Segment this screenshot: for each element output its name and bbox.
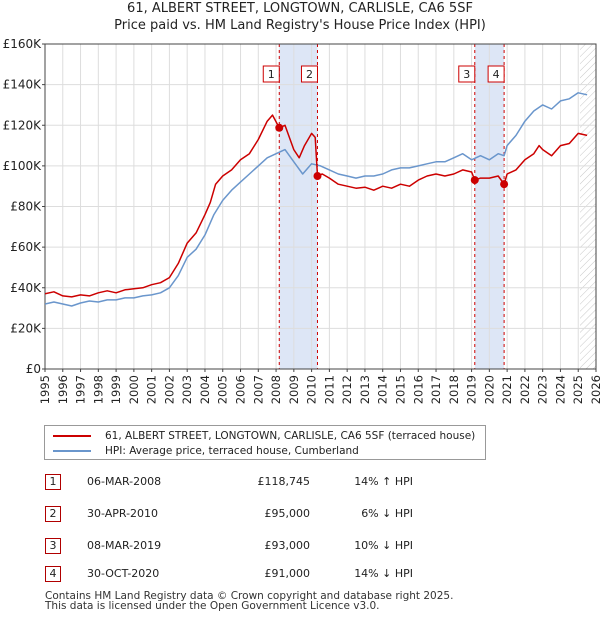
chart-title: 61, ALBERT STREET, LONGTOWN, CARLISLE, C… (0, 0, 600, 34)
sale-point (313, 172, 322, 181)
x-tick-label: 2005 (216, 375, 230, 404)
y-tick-label: £160K (3, 37, 43, 51)
sale-label: 1 (268, 68, 275, 81)
legend-property-swatch (53, 435, 91, 437)
x-tick-label: 2015 (393, 375, 407, 404)
x-tick-label: 1996 (56, 375, 70, 404)
x-tick-label: 2022 (518, 375, 532, 404)
x-tick-label: 1999 (109, 375, 123, 404)
transaction-date: 08-MAR-2019 (87, 539, 162, 552)
x-tick-label: 2010 (305, 375, 319, 404)
table-row: 4 30-OCT-2020 £91,000 14% ↓ HPI (45, 566, 465, 584)
y-tick-label: £40K (10, 281, 42, 295)
transaction-hpi-diff: 14% ↑ HPI (354, 475, 413, 488)
transaction-hpi-diff: 10% ↓ HPI (354, 539, 413, 552)
transaction-badge: 3 (45, 538, 61, 554)
chart-title-line-1: 61, ALBERT STREET, LONGTOWN, CARLISLE, C… (127, 1, 473, 16)
y-tick-label: £60K (10, 240, 42, 254)
transaction-price: £118,745 (257, 475, 311, 488)
x-tick-label: 1998 (91, 375, 105, 404)
x-tick-label: 2018 (447, 375, 461, 404)
property-price-line (45, 114, 588, 298)
chart-title-line-2: Price paid vs. HM Land Registry's House … (114, 18, 486, 33)
legend-item-hpi: HPI: Average price, terraced house, Cumb… (53, 443, 359, 459)
legend-property-label: 61, ALBERT STREET, LONGTOWN, CARLISLE, C… (105, 430, 476, 442)
x-tick-label: 2011 (322, 375, 336, 404)
x-tick-label: 2008 (269, 375, 283, 404)
x-tick-label: 2019 (465, 375, 479, 404)
sale-label: 3 (463, 68, 470, 81)
table-row: 3 08-MAR-2019 £93,000 10% ↓ HPI (45, 538, 465, 556)
x-tick-label: 2017 (429, 375, 443, 404)
y-tick-label: £140K (3, 78, 43, 92)
x-tick-label: 2020 (482, 375, 496, 404)
sale-point (500, 180, 509, 189)
sale-label: 4 (493, 68, 500, 81)
x-tick-label: 2006 (234, 375, 248, 404)
x-tick-label: 2014 (376, 375, 390, 404)
table-row: 2 30-APR-2010 £95,000 6% ↓ HPI (45, 506, 465, 524)
y-tick-label: £80K (10, 200, 42, 214)
y-tick-label: £100K (3, 159, 43, 173)
sale-label: 2 (306, 68, 313, 81)
transaction-date: 06-MAR-2008 (87, 475, 162, 488)
x-tick-label: 2004 (198, 375, 212, 404)
x-tick-label: 2001 (145, 375, 159, 404)
transaction-hpi-diff: 6% ↓ HPI (361, 507, 413, 520)
sale-label-box (262, 65, 280, 83)
transaction-hpi-diff: 14% ↓ HPI (354, 567, 413, 580)
x-tick-label: 1995 (38, 375, 52, 404)
y-tick-label: £20K (10, 321, 42, 335)
x-tick-label: 2024 (553, 375, 567, 404)
legend-hpi-swatch (53, 450, 91, 452)
transaction-badge: 4 (45, 566, 61, 582)
x-tick-label: 2026 (589, 375, 600, 404)
transaction-badge: 1 (45, 474, 61, 490)
x-tick-label: 2012 (340, 375, 354, 404)
x-tick-label: 2013 (358, 375, 372, 404)
transaction-date: 30-APR-2010 (87, 507, 159, 520)
y-tick-label: £120K (3, 118, 43, 132)
transaction-price: £95,000 (264, 507, 311, 520)
x-tick-label: 2021 (500, 375, 514, 404)
x-tick-label: 2025 (571, 375, 585, 404)
y-tick-label: £0 (26, 362, 41, 376)
transaction-badge: 2 (45, 506, 61, 522)
x-tick-label: 2009 (287, 375, 301, 404)
sale-point (275, 123, 284, 132)
legend: 61, ALBERT STREET, LONGTOWN, CARLISLE, C… (44, 425, 486, 460)
x-tick-label: 2023 (536, 375, 550, 404)
footer-copyright: Contains HM Land Registry data © Crown c… (45, 590, 454, 602)
sale-label-box (487, 65, 505, 83)
price-chart: £0 £20K £40K £60K £80K £100K £120K £140K £160K 19… (3, 37, 600, 404)
transaction-price: £93,000 (264, 539, 311, 552)
legend-item-property: 61, ALBERT STREET, LONGTOWN, CARLISLE, C… (53, 428, 475, 444)
sale-label-box (458, 65, 476, 83)
legend-hpi-label: HPI: Average price, terraced house, Cumb… (105, 445, 359, 457)
sale-point (470, 176, 479, 185)
transaction-price: £91,000 (264, 567, 311, 580)
transaction-date: 30-OCT-2020 (87, 567, 160, 580)
x-tick-label: 2016 (411, 375, 425, 404)
x-tick-label: 2000 (127, 375, 141, 404)
sale-label-box (300, 65, 318, 83)
hpi-line (45, 92, 588, 307)
x-tick-label: 2003 (180, 375, 194, 404)
x-tick-label: 1997 (74, 375, 88, 404)
x-tick-label: 2007 (251, 375, 265, 404)
footer-licence: This data is licensed under the Open Gov… (45, 600, 380, 612)
footer: Contains HM Land Registry data © Crown c… (45, 590, 454, 612)
x-tick-label: 2002 (162, 375, 176, 404)
table-row: 1 06-MAR-2008 £118,745 14% ↑ HPI (45, 474, 465, 492)
